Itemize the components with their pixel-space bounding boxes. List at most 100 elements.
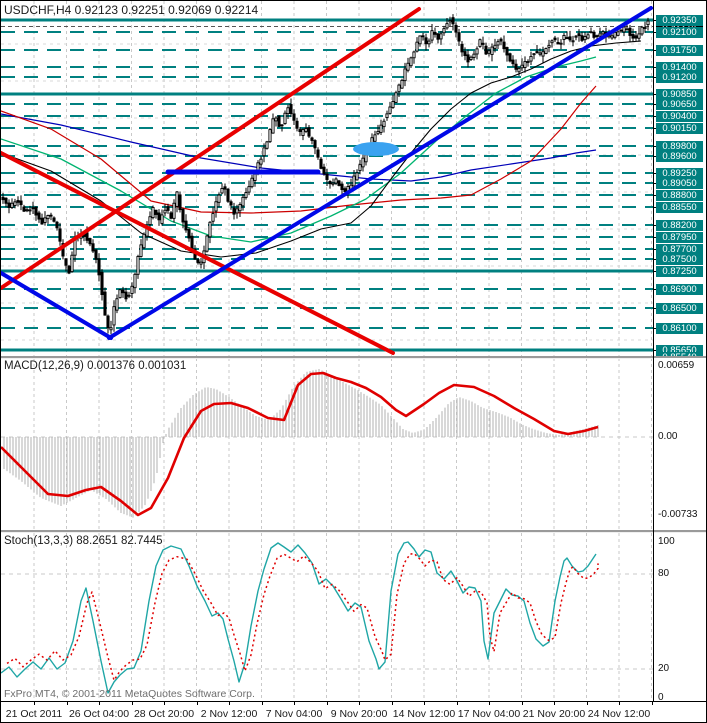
candle-body: [130, 285, 134, 294]
price-scale-label: 0.90150: [656, 122, 703, 134]
candle-body: [436, 33, 440, 40]
panel-separator[interactable]: [1, 530, 706, 533]
candle-body: [424, 37, 428, 45]
candle-body: [238, 204, 242, 212]
candle-body: [160, 214, 164, 224]
price-scale-tick: [654, 104, 657, 105]
candle-body: [91, 243, 95, 252]
candle-body: [628, 27, 632, 36]
candle-body: [220, 188, 224, 194]
date-axis-tick: [34, 702, 35, 705]
price-scale-label: 0.89250: [656, 167, 703, 179]
blue-ascending-trendline: [107, 6, 653, 340]
candle-body: [646, 20, 650, 26]
candle-body: [355, 172, 359, 181]
price-scale-label: 0.86100: [656, 322, 703, 334]
candle-body: [547, 44, 551, 48]
candle-body: [271, 118, 275, 134]
stoch-scale-label: 0: [658, 692, 664, 703]
candle-body: [571, 40, 575, 43]
candle-body: [70, 254, 74, 273]
candle-body: [541, 51, 545, 57]
price-scale-tick: [654, 94, 657, 95]
candle-body: [151, 207, 155, 219]
date-axis[interactable]: 21 Oct 2011 26 Oct 04:00 28 Oct 20:00 2 Nov…: [1, 701, 706, 722]
candle-body: [340, 183, 344, 191]
candle-body: [532, 53, 536, 56]
candle-body: [595, 35, 599, 38]
candle-body: [352, 175, 356, 187]
candle-body: [397, 84, 401, 93]
date-label: 2 Nov 12:00: [200, 708, 258, 720]
candle-body: [142, 233, 146, 249]
candle-body: [445, 23, 449, 29]
candle-body: [136, 256, 140, 275]
price-scale[interactable]: 0.922140.923500.921000.917500.914000.912…: [654, 1, 706, 356]
price-scale-tick: [654, 259, 657, 260]
candle-body: [481, 42, 485, 45]
stoch-scale[interactable]: 100 80 20 0: [654, 533, 706, 703]
candle-body: [391, 101, 395, 108]
candle-body: [469, 56, 473, 60]
candle-body: [46, 215, 50, 220]
candle-body: [223, 186, 227, 190]
candle-body: [637, 33, 641, 39]
date-axis-tick: [391, 702, 393, 705]
candle-body: [373, 134, 377, 142]
price-scale-tick: [654, 183, 657, 184]
panel-separator[interactable]: [1, 356, 706, 359]
candle-body: [643, 27, 647, 29]
price-scale-label: 0.87500: [656, 253, 703, 265]
price-scale-label: 0.90400: [656, 110, 703, 122]
macd-scale[interactable]: 0.00659 0.00 -0.00733: [654, 358, 706, 530]
stoch-scale-label: 100: [658, 536, 675, 547]
candle-body: [178, 194, 182, 211]
candle-body: [334, 178, 338, 184]
candle-body: [265, 141, 269, 149]
candle-body: [430, 30, 434, 41]
candle-body: [631, 34, 635, 39]
candle-body: [409, 57, 413, 67]
candle-body: [379, 124, 383, 133]
candle-body: [502, 41, 506, 50]
candle-body: [139, 244, 143, 257]
price-scale-label: 0.89800: [656, 140, 703, 152]
candle-body: [214, 201, 218, 212]
candle-body: [601, 31, 605, 35]
price-scale-label: 0.91200: [656, 71, 703, 83]
date-axis-tick: [229, 702, 230, 705]
price-scale-label: 0.88550: [656, 201, 703, 213]
candle-body: [451, 17, 455, 25]
candle-body: [538, 52, 542, 55]
date-label: 21 Nov 20:00: [522, 708, 586, 720]
candle-body: [568, 36, 572, 41]
candle-body: [403, 68, 407, 82]
stochastic-indicator-area[interactable]: [1, 533, 653, 701]
date-axis-tick: [359, 702, 360, 705]
macd-scale-label: -0.00733: [658, 509, 698, 520]
price-scale-tick: [654, 289, 657, 290]
candle-body: [289, 104, 293, 115]
candle-body: [313, 140, 317, 149]
candle-body: [556, 41, 560, 45]
price-scale-label: 0.91750: [656, 44, 703, 56]
candle-body: [163, 209, 167, 214]
candle-body: [28, 209, 32, 212]
date-label: 21 Oct 2011: [5, 708, 63, 720]
candle-body: [310, 137, 314, 141]
candle-body: [439, 33, 443, 40]
macd-indicator-area[interactable]: [1, 358, 653, 530]
candle-body: [148, 216, 152, 226]
candle-body: [184, 220, 188, 231]
date-axis-tick: [424, 702, 425, 705]
date-axis-tick: [66, 702, 68, 705]
candle-body: [586, 34, 590, 39]
candle-body: [463, 51, 467, 57]
candle-body: [319, 158, 323, 169]
candle-body: [394, 92, 398, 103]
candle-body: [589, 31, 593, 34]
price-scale-label: 0.90650: [656, 98, 703, 110]
candle-body: [490, 46, 494, 55]
candle-body: [433, 31, 437, 35]
price-chart-area[interactable]: [1, 1, 653, 356]
